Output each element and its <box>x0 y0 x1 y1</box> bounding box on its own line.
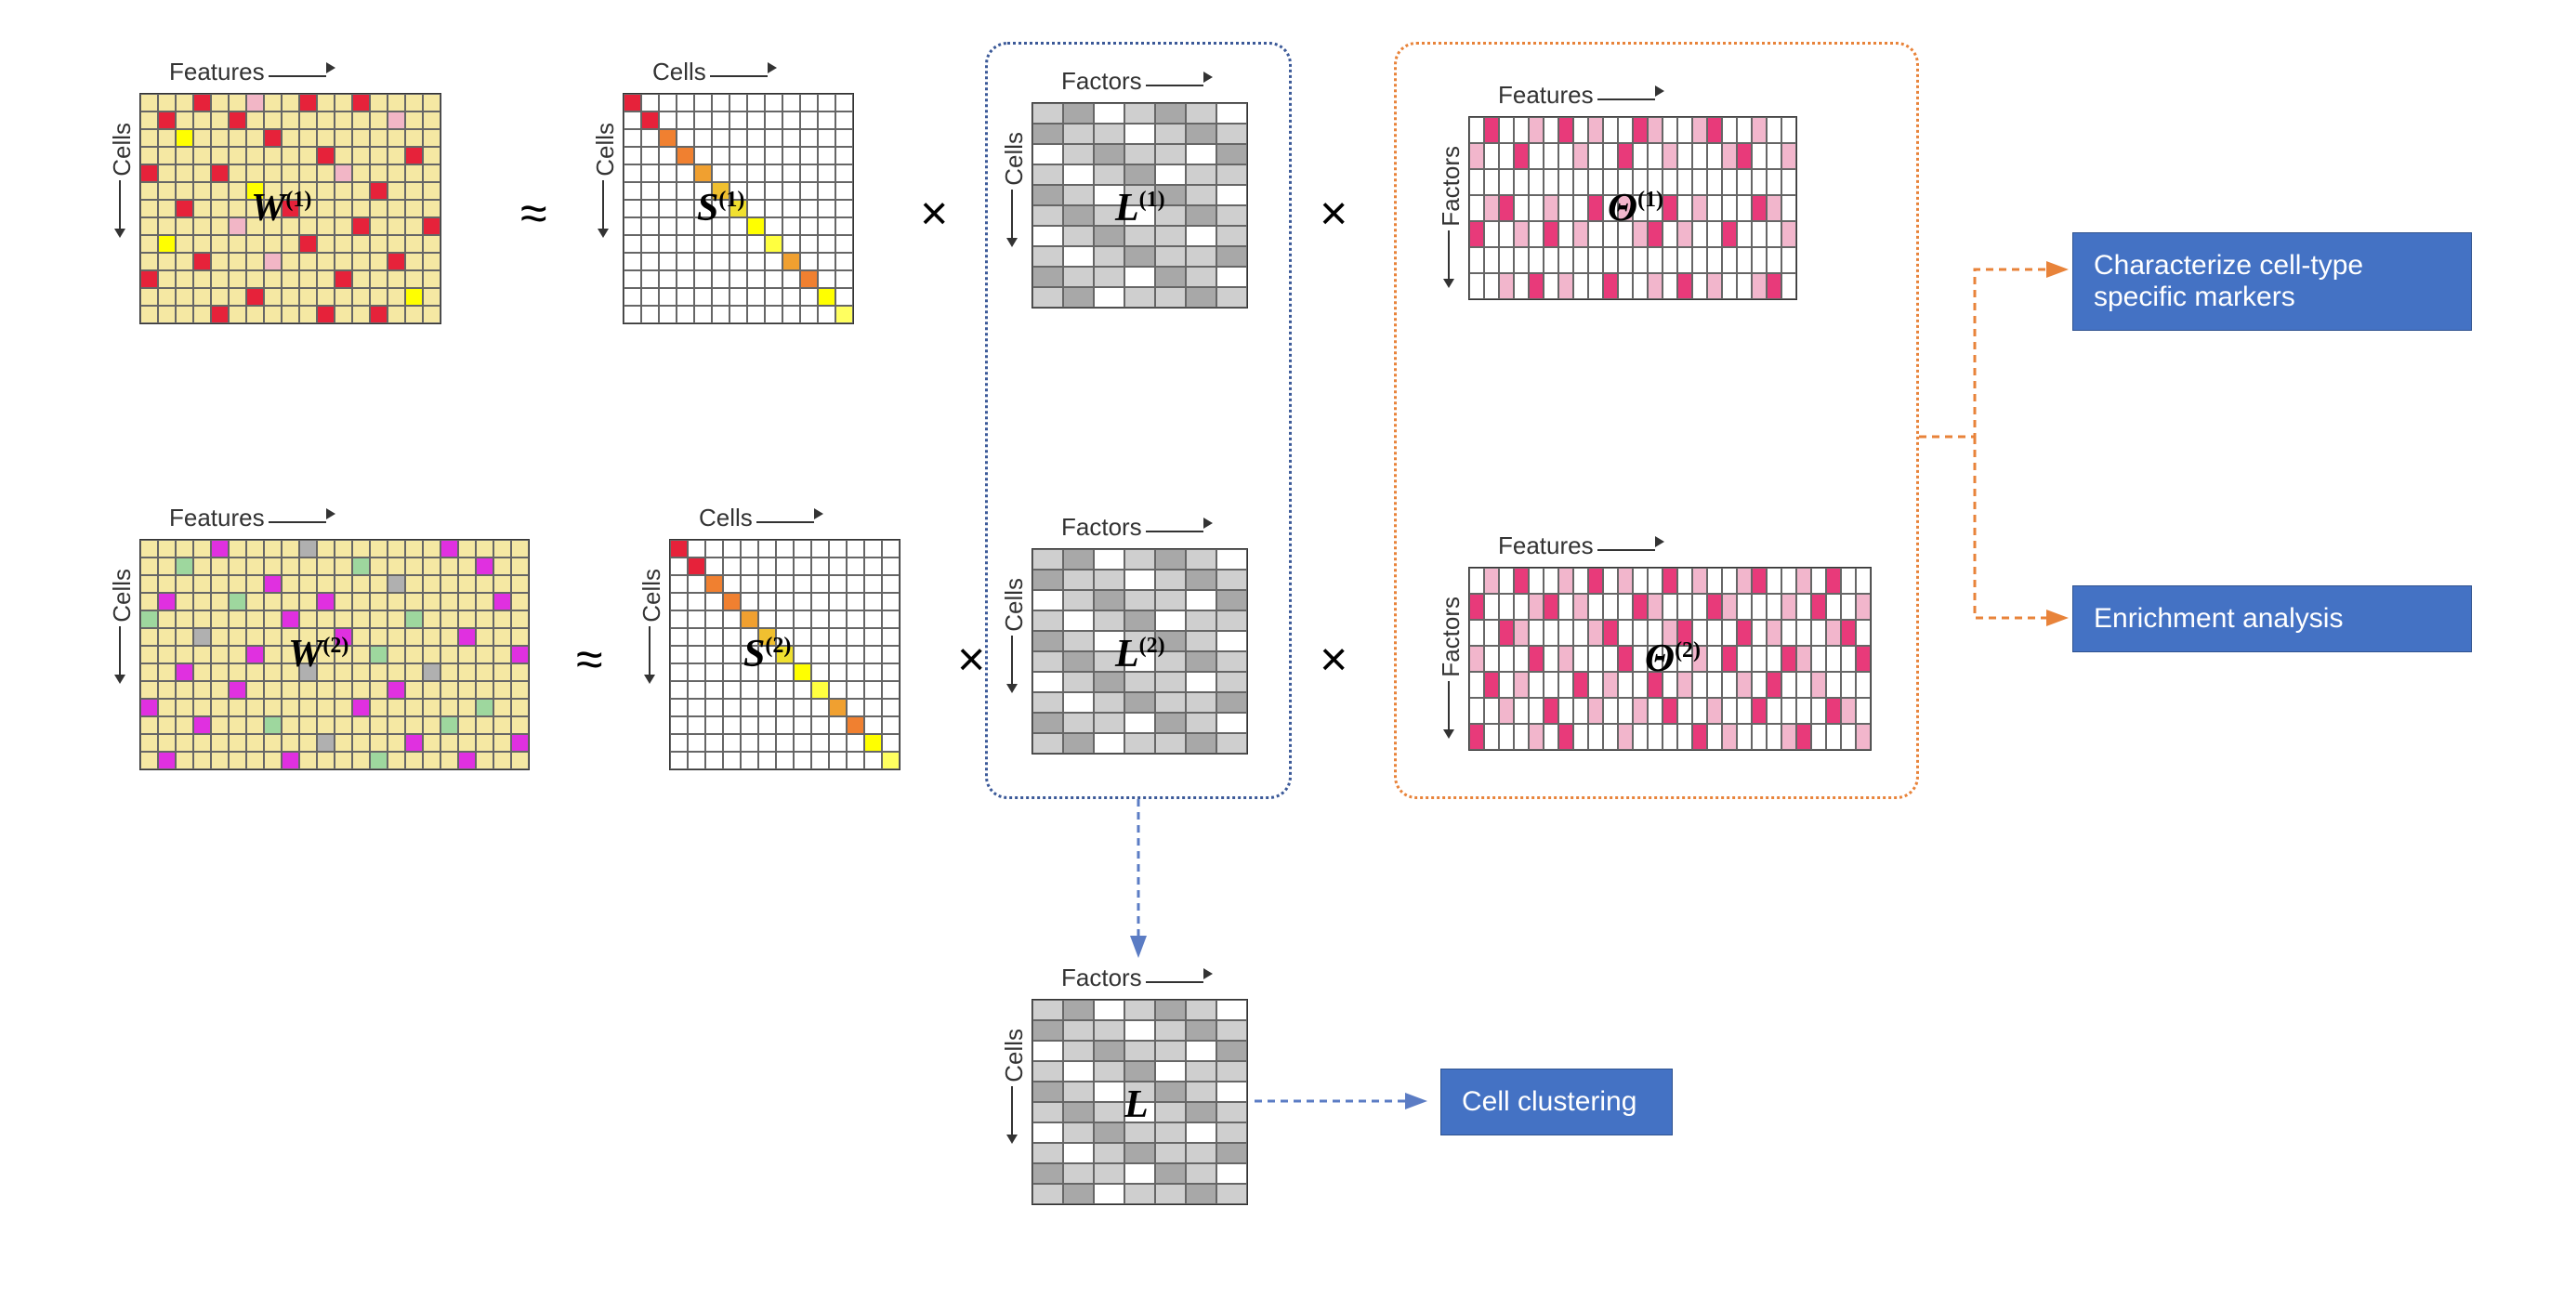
axis-left: Cells <box>1000 1029 1029 1144</box>
result-label: Characterize cell-type specific markers <box>2094 250 2363 312</box>
arrow-theta-results <box>1919 260 2077 650</box>
axis-W1-left: Cells <box>108 123 137 238</box>
label-L2: L(2) <box>1115 632 1165 676</box>
axis-label: Cells <box>637 569 666 623</box>
result-label: Cell clustering <box>1462 1086 1636 1117</box>
axis-label: Cells <box>108 569 137 623</box>
label-L1: L(1) <box>1115 186 1165 230</box>
axis-label: Cells <box>699 504 753 532</box>
axis-W1-top: Features <box>169 58 335 86</box>
dashed-box-L <box>985 42 1292 799</box>
result-enrichment: Enrichment analysis <box>2072 585 2472 652</box>
op-times-3: × <box>957 632 985 688</box>
axis-top: Factors <box>1061 964 1213 992</box>
label-W2: W(2) <box>288 632 348 676</box>
label-S1: S(1) <box>697 186 744 230</box>
axis-top: Cells <box>699 504 823 532</box>
result-markers: Characterize cell-type specific markers <box>2072 232 2472 331</box>
matrix-L-wrap: Factors Cells L <box>1032 999 1248 1205</box>
op-times-2: × <box>1320 186 1347 242</box>
arrow-L-down <box>1129 799 1148 962</box>
matrix-S2-wrap: Cells Cells S(2) <box>669 539 900 770</box>
matrix-W2-wrap: Features Cells W(2) <box>139 539 530 770</box>
result-cell-clustering: Cell clustering <box>1440 1069 1673 1135</box>
arrow-L-to-clustering <box>1255 1092 1431 1110</box>
label-T2: Θ(2) <box>1645 636 1701 681</box>
factorization-diagram: Features Cells W(1) ≈ Cells Cells S(1) ×… <box>19 19 2576 1293</box>
axis-label: Factors <box>1061 964 1142 992</box>
axis-label: Cells <box>108 123 137 177</box>
axis-left: Cells <box>637 569 666 684</box>
axis-label: Cells <box>591 123 620 177</box>
label-W1: W(1) <box>251 186 311 230</box>
label-S2: S(2) <box>743 632 791 676</box>
dashed-box-Theta <box>1394 42 1919 799</box>
matrix-S1-wrap: Cells Cells S(1) <box>623 93 854 324</box>
label-L: L <box>1124 1082 1149 1127</box>
op-times-4: × <box>1320 632 1347 688</box>
axis-left: Cells <box>108 569 137 684</box>
op-times-1: × <box>920 186 948 242</box>
matrix-W1-wrap: Features Cells W(1) <box>139 93 441 324</box>
result-label: Enrichment analysis <box>2094 603 2343 634</box>
label-T1: Θ(1) <box>1608 186 1663 230</box>
op-approx-1: ≈ <box>520 186 547 242</box>
axis-label: Features <box>169 58 265 86</box>
axis-left: Cells <box>591 123 620 238</box>
axis-top: Features <box>169 504 335 532</box>
op-approx-2: ≈ <box>576 632 603 688</box>
axis-label: Cells <box>652 58 706 86</box>
axis-top: Cells <box>652 58 777 86</box>
axis-label: Features <box>169 504 265 532</box>
axis-label: Cells <box>1000 1029 1029 1082</box>
